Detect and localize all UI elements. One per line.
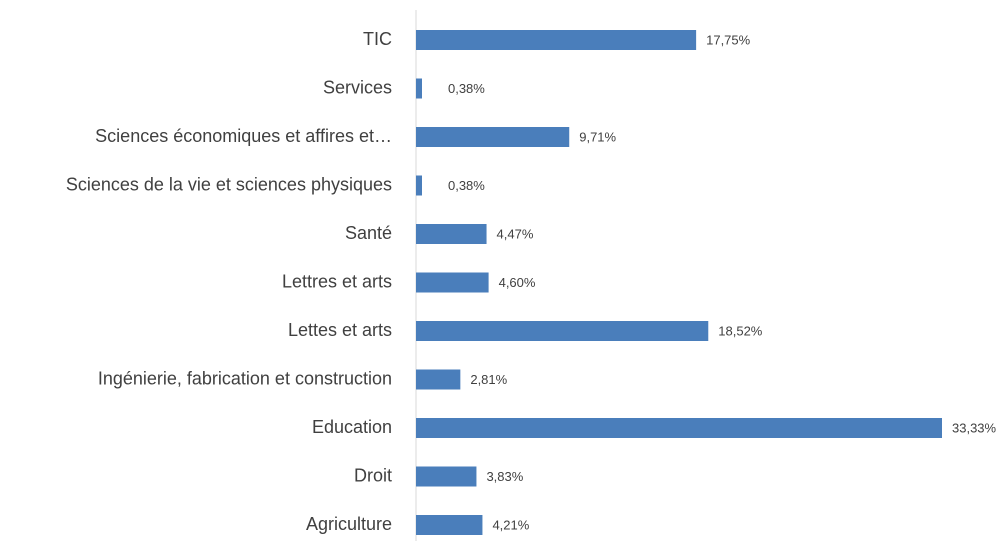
bar [416,127,570,147]
category-label: Santé [345,223,392,243]
category-label: Sciences de la vie et sciences physiques [66,174,392,194]
bar [416,224,487,244]
value-label: 2,81% [470,372,507,387]
value-label: 3,83% [486,469,523,484]
category-label: Services [323,77,392,97]
category-label: Lettes et arts [288,320,392,340]
value-label: 18,52% [718,323,763,338]
category-label: TIC [363,29,392,49]
category-label: Agriculture [306,514,392,534]
bar [416,369,461,390]
value-label: 4,47% [497,226,534,241]
category-label: Lettres et arts [282,271,392,291]
bar [416,78,422,99]
bar [416,321,709,341]
bar [416,418,942,438]
category-label: Droit [354,465,392,485]
value-label: 4,21% [492,517,529,532]
category-label: Ingénierie, fabrication et construction [98,368,392,388]
bar [416,515,483,535]
bar [416,272,489,293]
value-label: 33,33% [952,420,997,435]
value-label: 4,60% [499,275,536,290]
category-label: Education [312,417,392,437]
value-label: 0,38% [448,81,485,96]
bar [416,466,477,487]
category-label: Sciences économiques et affires et… [95,126,392,146]
bar [416,30,697,50]
value-label: 9,71% [579,129,616,144]
value-label: 17,75% [706,32,751,47]
value-label: 0,38% [448,178,485,193]
bar [416,175,422,196]
